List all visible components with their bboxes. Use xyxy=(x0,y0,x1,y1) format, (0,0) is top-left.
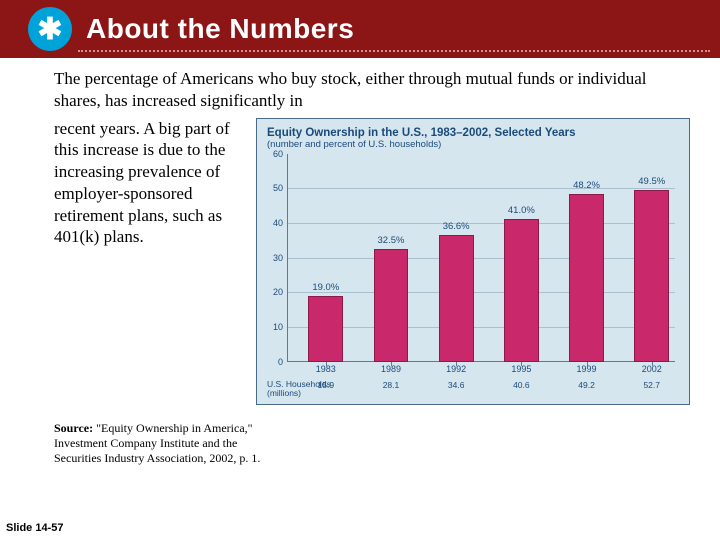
households-value: 49.2 xyxy=(578,380,595,390)
x-tick-label: 2002 xyxy=(642,364,662,374)
y-tick-label: 40 xyxy=(269,218,283,228)
bar xyxy=(308,296,343,362)
bar-value-label: 49.5% xyxy=(638,176,665,187)
x-tick-label: 1983 xyxy=(316,364,336,374)
source-label: Source: xyxy=(54,421,93,435)
chart-bars: 19.0% 32.5% 36.6% 41.0% 48.2% 49.5% xyxy=(287,154,675,362)
x-axis-labels: 1983 1989 1992 1995 1999 2002 xyxy=(287,364,675,376)
y-tick-label: 0 xyxy=(269,357,283,367)
chart-subtitle: (number and percent of U.S. households) xyxy=(267,139,679,150)
households-value: 40.6 xyxy=(513,380,530,390)
bar xyxy=(569,194,604,361)
households-value: 28.1 xyxy=(383,380,400,390)
bar xyxy=(439,235,474,362)
header-underline xyxy=(78,50,710,52)
y-tick-label: 20 xyxy=(269,287,283,297)
x-tick-label: 1992 xyxy=(446,364,466,374)
source-citation: Source: "Equity Ownership in America," I… xyxy=(54,421,274,466)
y-tick-label: 60 xyxy=(269,149,283,159)
bar-value-label: 19.0% xyxy=(312,282,339,293)
body-row: recent years. A big part of this increas… xyxy=(54,118,690,406)
header-title: About the Numbers xyxy=(86,13,354,45)
bar-value-label: 48.2% xyxy=(573,180,600,191)
intro-text: The percentage of Americans who buy stoc… xyxy=(54,68,690,112)
chart-plot-area: 19.0%32.5%36.6%41.0%48.2%49.5% 010203040… xyxy=(287,154,675,362)
households-row: U.S. Households (millions) 15.928.134.64… xyxy=(267,380,679,399)
asterisk-icon: ✱ xyxy=(28,7,72,51)
households-value: 15.9 xyxy=(318,380,335,390)
y-tick-label: 30 xyxy=(269,253,283,263)
chart-title: Equity Ownership in the U.S., 1983–2002,… xyxy=(267,127,679,139)
households-values: 15.9 28.1 34.6 40.6 49.2 52.7 xyxy=(287,380,675,399)
bar-value-label: 32.5% xyxy=(378,235,405,246)
y-tick-label: 10 xyxy=(269,322,283,332)
bar-value-label: 36.6% xyxy=(443,221,470,232)
households-value: 34.6 xyxy=(448,380,465,390)
slide-header: ✱ About the Numbers xyxy=(0,0,720,58)
equity-chart: Equity Ownership in the U.S., 1983–2002,… xyxy=(256,118,690,406)
x-tick-label: 1999 xyxy=(577,364,597,374)
y-tick-label: 50 xyxy=(269,183,283,193)
households-value: 52.7 xyxy=(643,380,660,390)
x-tick-label: 1989 xyxy=(381,364,401,374)
body-text: recent years. A big part of this increas… xyxy=(54,118,242,406)
x-tick-label: 1995 xyxy=(511,364,531,374)
content-area: The percentage of Americans who buy stoc… xyxy=(0,58,720,466)
icon-glyph: ✱ xyxy=(37,12,62,47)
bar xyxy=(634,190,669,362)
bar xyxy=(504,219,539,361)
bar-value-label: 41.0% xyxy=(508,205,535,216)
slide-number: Slide 14-57 xyxy=(6,522,63,534)
bar xyxy=(374,249,409,362)
